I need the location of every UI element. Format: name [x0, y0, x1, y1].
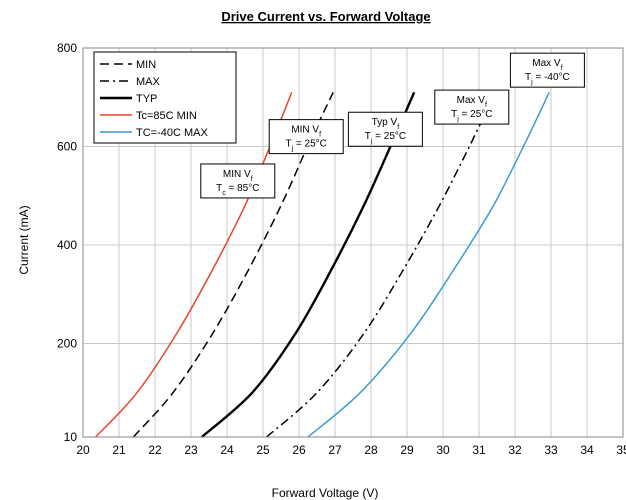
- x-tick-label: 23: [184, 443, 198, 457]
- x-tick-label: 32: [508, 443, 522, 457]
- annotation-frame: [268, 119, 344, 155]
- y-tick-label: 200: [57, 336, 77, 350]
- legend: MIN MAX TYP Tc=85C MIN TC=-40C MAX: [93, 51, 237, 144]
- annotation-label: MIN Vf Tc = 85°C: [216, 169, 259, 197]
- annotation-frame: [200, 163, 276, 199]
- x-tick-label: 26: [292, 443, 306, 457]
- annotations: MIN Vf Tc = 85°C MIN Vf Tj = 25°C Typ Vf Tj =…: [200, 52, 585, 199]
- annotation-frame: [509, 52, 585, 88]
- x-tick-label: 28: [364, 443, 378, 457]
- annotation-box: Max Vf Tj = -40°C: [509, 52, 585, 88]
- plot-border: [82, 47, 624, 438]
- x-tick-label: 34: [580, 443, 594, 457]
- legend-label: MAX: [136, 76, 161, 88]
- x-tick-label: 21: [112, 443, 126, 457]
- series-line-tc-40c-max: [307, 91, 550, 438]
- x-tick-label: 20: [76, 443, 90, 457]
- x-tick-label: 31: [472, 443, 486, 457]
- x-tick-label: 27: [328, 443, 342, 457]
- annotation-frame: [434, 89, 510, 125]
- chart-title: Drive Current vs. Forward Voltage: [221, 9, 430, 24]
- y-axis-label: Current (mA): [17, 205, 31, 274]
- annotation-label: Max Vf Tj = -40°C: [525, 58, 570, 86]
- y-tick-label: 400: [57, 238, 77, 252]
- x-tick-label: 29: [400, 443, 414, 457]
- legend-label: Tc=85C MIN: [136, 110, 197, 122]
- x-tick-label: 30: [436, 443, 450, 457]
- axes: 10 200 400 600 800 20 21 22 23 24 25 26 27 28 29 30 31 32…: [57, 41, 626, 457]
- y-tick-label: 800: [57, 41, 77, 55]
- series-line-min: [132, 91, 334, 438]
- y-tick-label: 600: [57, 139, 77, 153]
- annotation-box: MIN Vf Tc = 85°C: [200, 163, 276, 199]
- x-tick-label: 24: [220, 443, 234, 457]
- x-tick-label: 25: [256, 443, 270, 457]
- x-tick-label: 33: [544, 443, 558, 457]
- annotation-box: Max Vf Tj = 25°C: [434, 89, 510, 125]
- annotation-label: Max Vf Tj = 25°C: [451, 95, 492, 123]
- x-axis-label: Forward Voltage (V): [272, 486, 379, 500]
- annotation-frame: [347, 111, 423, 147]
- legend-label: TC=-40C MAX: [136, 127, 208, 139]
- legend-label: MIN: [136, 59, 156, 71]
- annotation-box: Typ Vf Tj = 25°C: [347, 111, 423, 147]
- series-line-tc-85c-min: [95, 92, 293, 438]
- y-tick-label: 10: [64, 430, 78, 444]
- x-tick-label: 22: [148, 443, 162, 457]
- annotation-label: MIN Vf Tj = 25°C: [285, 125, 326, 153]
- annotation-box: MIN Vf Tj = 25°C: [268, 119, 344, 155]
- annotation-label: Typ Vf Tj = 25°C: [365, 117, 406, 145]
- x-tick-label: 35: [616, 443, 626, 457]
- legend-label: TYP: [136, 93, 157, 105]
- series-line-max: [266, 91, 496, 438]
